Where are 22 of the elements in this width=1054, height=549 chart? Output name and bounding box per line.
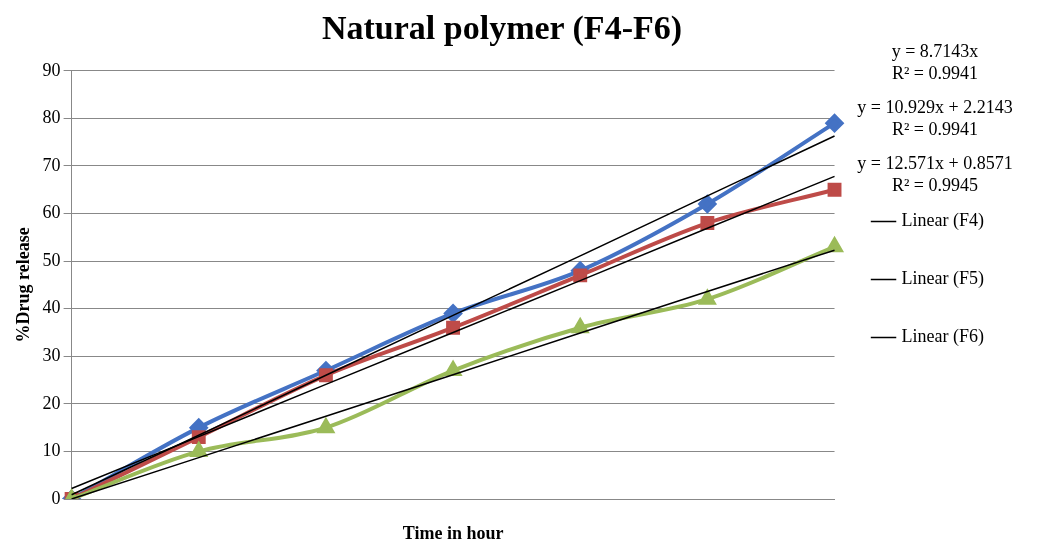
y-axis-title: %Drug release — [13, 227, 34, 343]
y-tick-label: 10 — [42, 440, 61, 461]
legend-label: Linear (F5) — [901, 268, 985, 290]
legend-label: Linear (F4) — [901, 210, 985, 232]
y-tick-label: 20 — [42, 392, 61, 413]
x-axis-title: Time in hour — [402, 522, 504, 543]
text: R² = 0.9945 — [890, 174, 980, 196]
text: R² = 0.9941 — [890, 62, 980, 84]
chart-title: Natural polymer (F4-F6) — [321, 9, 683, 48]
y-tick-label: 90 — [42, 59, 61, 80]
y-tick-label: 0 — [51, 487, 61, 508]
text: y = 10.929x + 2.2143 — [856, 96, 1014, 118]
y-tick-label: 80 — [42, 107, 61, 128]
y-tick-label: 50 — [42, 249, 61, 270]
y-tick-label: 30 — [42, 345, 61, 365]
text: y = 12.571x + 0.8571 — [856, 152, 1014, 174]
y-tick-label: 60 — [42, 202, 61, 223]
text: R² = 0.9941 — [890, 118, 980, 140]
y-tick-label: 70 — [42, 154, 61, 175]
text: y = 8.7143x — [890, 40, 980, 62]
legend-label: Linear (F6) — [901, 326, 985, 348]
y-tick-label: 40 — [42, 297, 61, 318]
